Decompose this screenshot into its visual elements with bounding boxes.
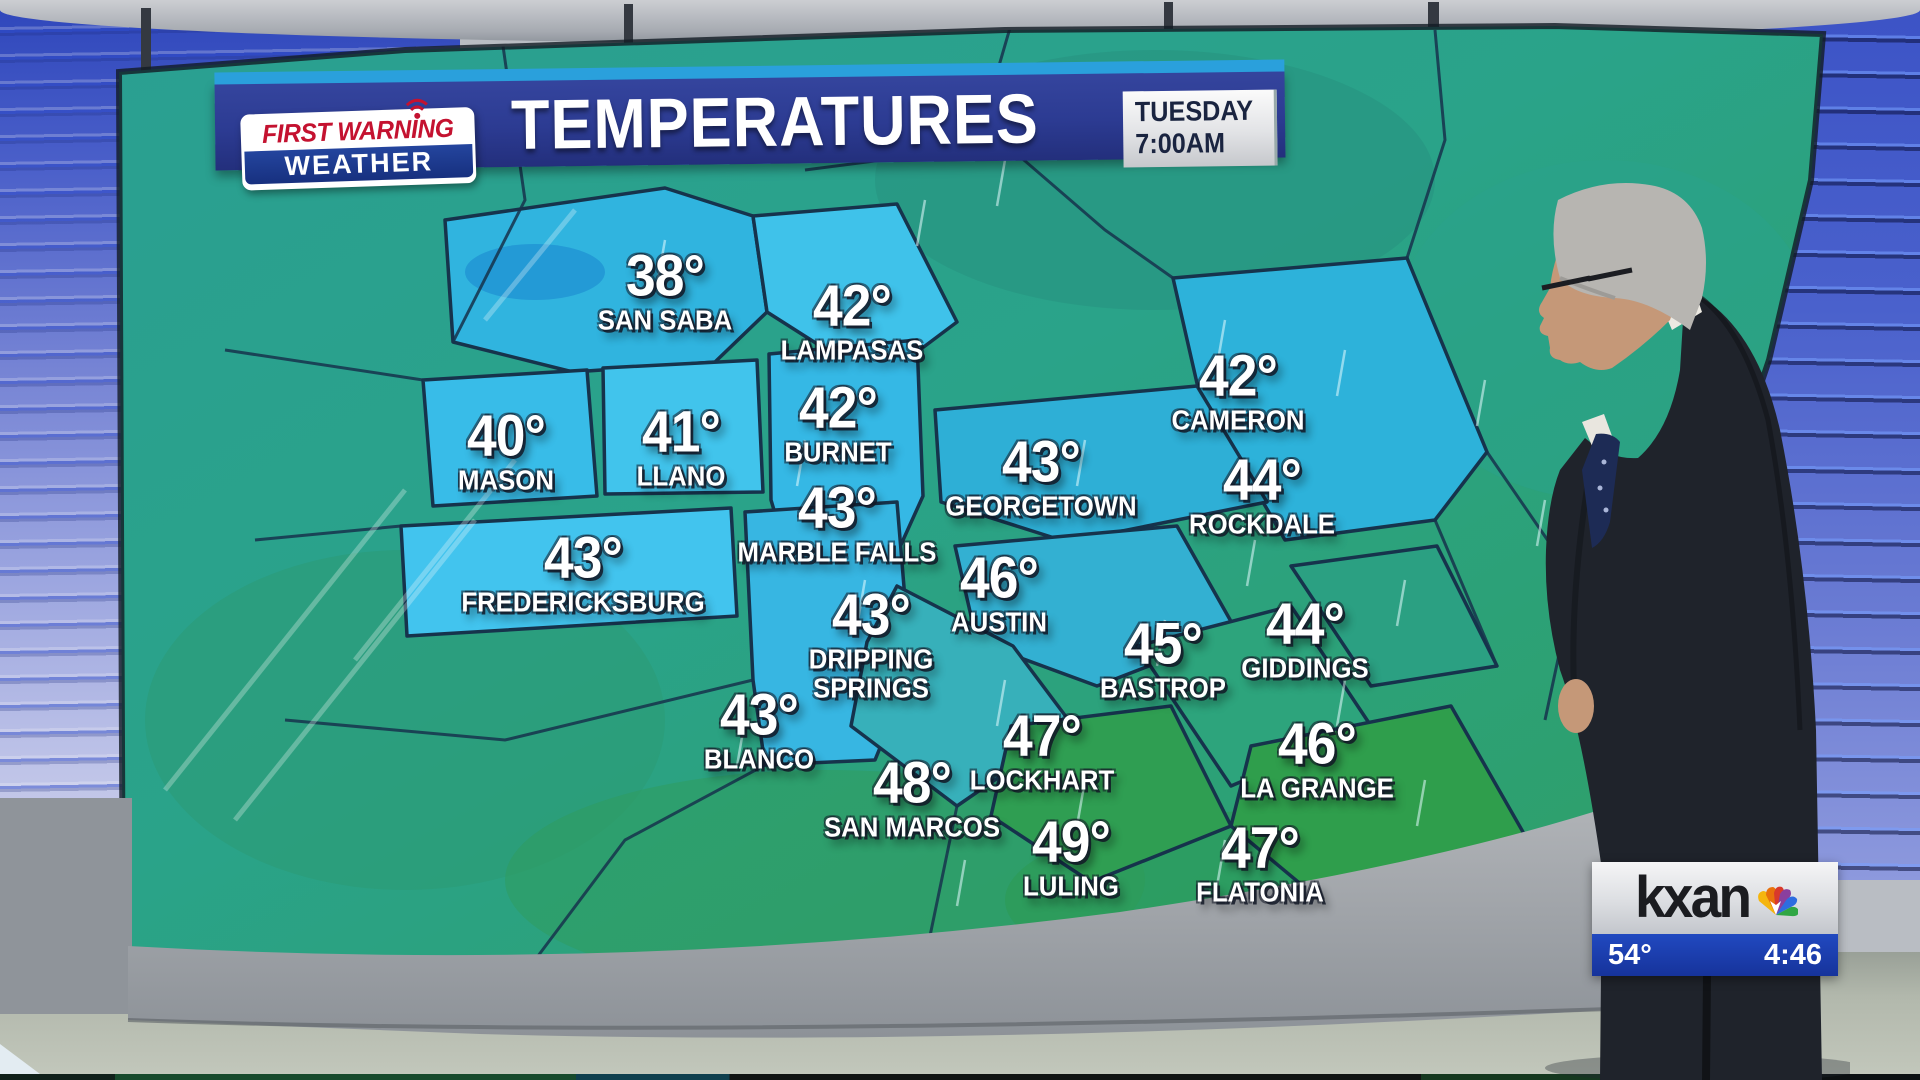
station-label-cameron: 42° CAMERON	[1171, 343, 1305, 436]
station-label-luling: 49° LULING	[1023, 809, 1119, 902]
station-name: GEORGETOWN	[945, 490, 1137, 522]
bug-temperature: 54°	[1608, 938, 1652, 971]
station-name: LOCKHART	[969, 764, 1115, 796]
station-temp: 42°	[1199, 343, 1278, 409]
date-time-box: TUESDAY 7:00AM	[1122, 89, 1278, 168]
station-label-fredericksburg: 43° FREDERICKSBURG	[461, 525, 705, 618]
station-temp: 44°	[1223, 447, 1302, 513]
time-label: 7:00AM	[1135, 127, 1226, 160]
county-shapes	[399, 186, 1533, 928]
station-label-la-grange: 46° LA GRANGE	[1240, 711, 1394, 804]
station-temp: 43°	[1002, 429, 1081, 495]
banner-title: TEMPERATURES	[510, 79, 1040, 164]
station-name: LLANO	[636, 460, 726, 492]
kxan-logo: kxan	[1592, 862, 1838, 934]
station-label-burnet: 42° BURNET	[784, 375, 892, 468]
station-label-giddings: 44° GIDDINGS	[1241, 591, 1369, 684]
station-name: MASON	[458, 464, 554, 496]
station-label-mason: 40° MASON	[458, 403, 554, 496]
station-name: BLANCO	[703, 743, 815, 775]
station-temp: 43°	[832, 582, 911, 648]
station-label-georgetown: 43° GEORGETOWN	[945, 429, 1137, 522]
station-temp: 43°	[720, 682, 799, 748]
station-name: CAMERON	[1171, 404, 1305, 436]
station-label-austin: 46° AUSTIN	[951, 545, 1047, 638]
day-label: TUESDAY	[1134, 94, 1254, 128]
station-name: ROCKDALE	[1189, 508, 1335, 540]
station-label-lockhart: 47° LOCKHART	[969, 703, 1115, 796]
station-temp: 48°	[873, 750, 952, 816]
kxan-info-bar: 54° 4:46	[1592, 934, 1838, 976]
station-name: DRIPPING SPRINGS	[808, 643, 934, 704]
station-name: AUSTIN	[951, 606, 1047, 638]
station-temp: 42°	[799, 375, 878, 441]
station-label-rockdale: 44° ROCKDALE	[1189, 447, 1335, 540]
logo-first-warning-text: FIRST WARNING	[261, 112, 454, 149]
station-temp: 40°	[467, 403, 546, 469]
station-label-bastrop: 45° BASTROP	[1100, 611, 1226, 704]
signal-icon	[405, 98, 428, 119]
station-temp: 42°	[813, 273, 892, 339]
station-name: FREDERICKSBURG	[461, 586, 705, 618]
station-temp: 43°	[798, 475, 877, 541]
station-label-san-saba: 38° SAN SABA	[597, 243, 733, 336]
bug-clock: 4:46	[1763, 938, 1822, 971]
station-temp: 46°	[960, 545, 1039, 611]
station-temp: 44°	[1266, 591, 1345, 657]
nbc-peacock-icon	[1758, 886, 1799, 917]
station-temp: 41°	[642, 399, 721, 465]
station-temp: 46°	[1278, 711, 1357, 777]
station-name: MARBLE FALLS	[737, 536, 937, 568]
first-warning-weather-logo: FIRST WARNING WEATHER	[240, 98, 477, 191]
station-name: BASTROP	[1100, 672, 1226, 704]
glare-streaks	[163, 208, 577, 822]
station-name: SAN SABA	[597, 304, 733, 336]
station-name: LA GRANGE	[1240, 772, 1394, 804]
station-label-blanco: 43° BLANCO	[703, 682, 815, 775]
station-temp: 45°	[1124, 611, 1203, 677]
station-name: LAMPASAS	[780, 334, 924, 366]
station-name: SAN MARCOS	[823, 811, 1001, 843]
station-name: LULING	[1023, 870, 1119, 902]
station-label-llano: 41° LLANO	[636, 399, 726, 492]
station-label-marble-falls: 43° MARBLE FALLS	[737, 475, 937, 568]
bottom-edge-strip	[0, 1074, 1920, 1080]
station-temp: 38°	[626, 243, 705, 309]
station-temp: 47°	[1221, 815, 1300, 881]
station-label-lampasas: 42° LAMPASAS	[780, 273, 924, 366]
station-label-flatonia: 47° FLATONIA	[1196, 815, 1324, 908]
station-temp: 47°	[1003, 703, 1082, 769]
station-temp: 49°	[1032, 809, 1111, 875]
kxan-logo-text: kxan	[1634, 865, 1752, 930]
rain-streaks	[655, 79, 1547, 907]
station-temp: 43°	[544, 525, 623, 591]
station-label-dripping-springs: 43° DRIPPING SPRINGS	[761, 582, 982, 704]
header-banner: TEMPERATURES FIRST WARNING WEATHER TUESD…	[214, 59, 1286, 191]
kxan-bug: kxan 54° 4:46	[1592, 862, 1838, 976]
station-name: FLATONIA	[1196, 876, 1324, 908]
station-name: GIDDINGS	[1241, 652, 1369, 684]
station-name: BURNET	[784, 436, 892, 468]
station-label-san-marcos: 48° SAN MARCOS	[823, 750, 1001, 843]
